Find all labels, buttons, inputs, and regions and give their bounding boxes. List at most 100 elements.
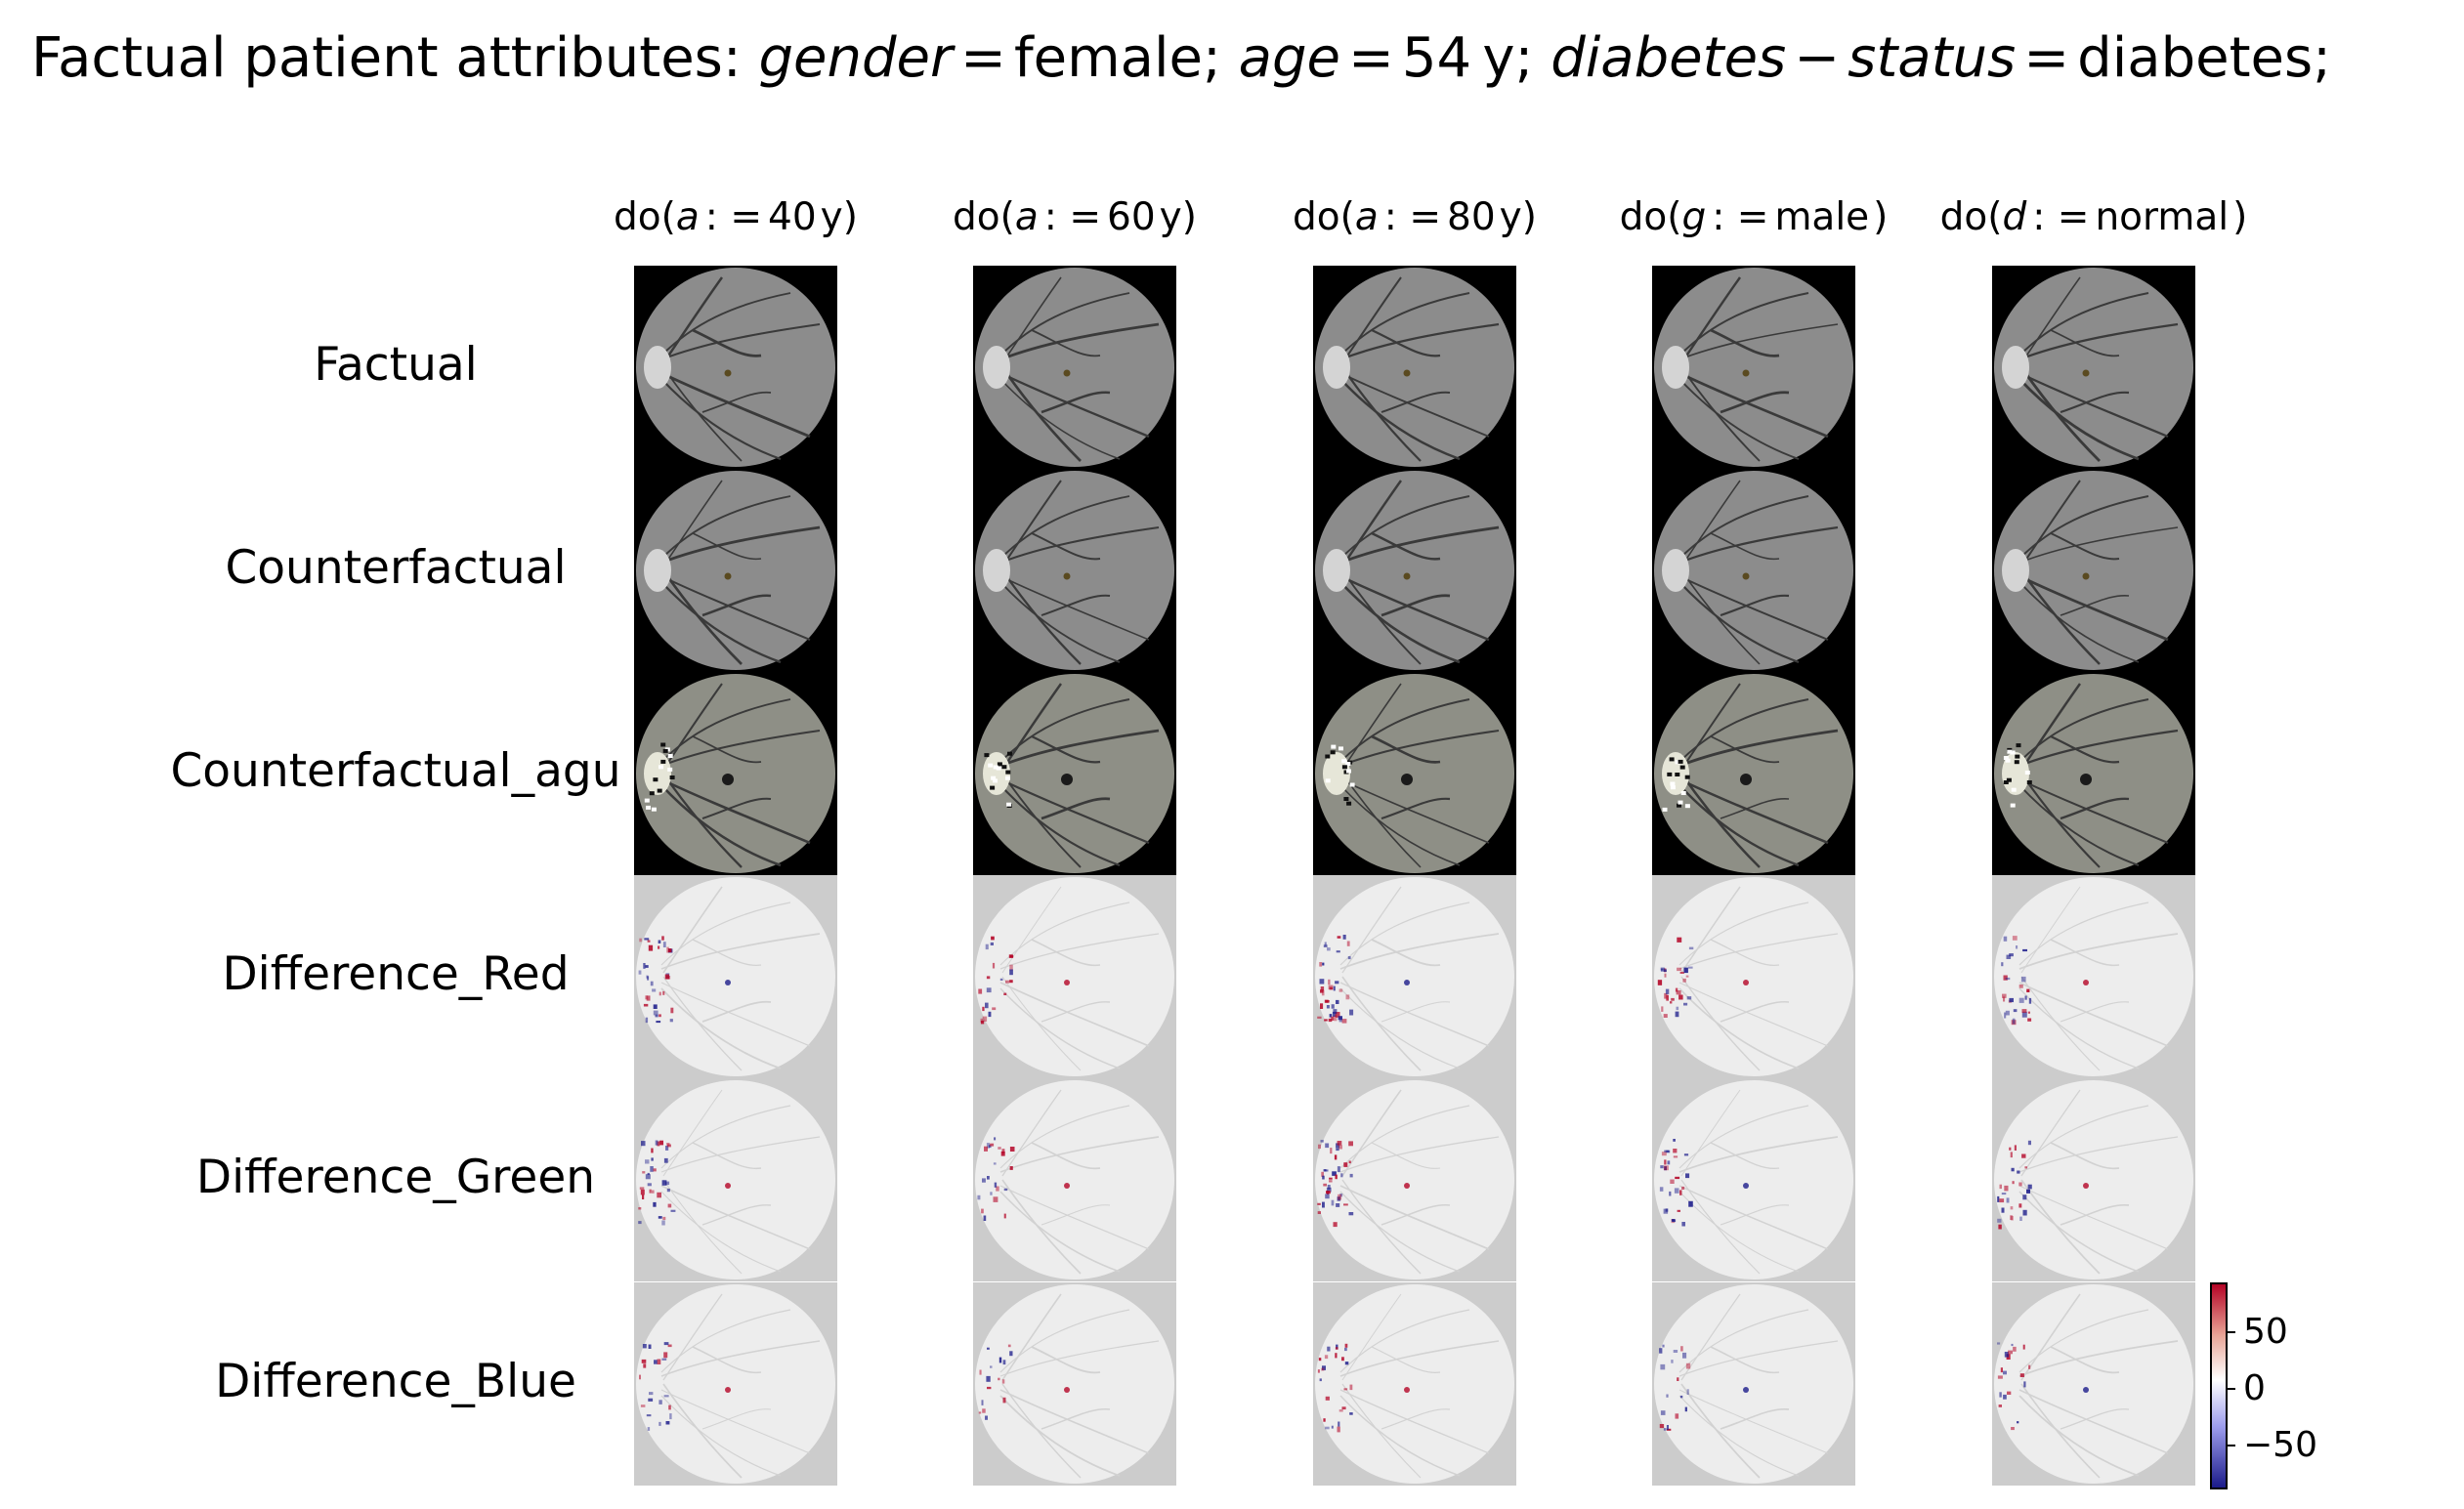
- artifact: [2024, 771, 2030, 775]
- artifact: [658, 765, 663, 770]
- difference-speck: [2019, 1373, 2024, 1377]
- fundus-disc: [1994, 471, 2193, 670]
- fundus-disc: [1315, 268, 1514, 467]
- vessel: [1341, 1089, 1402, 1177]
- difference-speck: [1666, 1394, 1669, 1398]
- vessel: [1678, 933, 1839, 970]
- difference-speck: [2011, 1343, 2014, 1347]
- difference-speck: [1331, 1016, 1335, 1021]
- difference-speck: [1338, 1016, 1342, 1021]
- vessel: [999, 495, 1130, 560]
- vessel: [662, 1089, 723, 1177]
- difference-speck: [1659, 1348, 1663, 1354]
- difference-speck: [1324, 1019, 1328, 1022]
- difference-speck: [1661, 1006, 1664, 1012]
- difference-speck: [994, 1137, 997, 1141]
- difference-speck: [670, 1007, 674, 1014]
- difference-speck: [2017, 1170, 2020, 1174]
- vessel: [1680, 1179, 1761, 1275]
- difference-speck: [657, 1141, 660, 1147]
- difference-speck: [1322, 1175, 1325, 1180]
- difference-speck: [2000, 1367, 2003, 1373]
- difference-speck: [978, 988, 983, 994]
- vessel: [1340, 480, 1402, 567]
- difference-speck: [655, 1014, 658, 1018]
- vessel: [1339, 729, 1500, 767]
- vessel: [1680, 569, 1761, 665]
- macula: [1740, 774, 1752, 785]
- image-cell-r5-c4: [1992, 1282, 2195, 1486]
- fundus-image: [1994, 471, 2193, 670]
- difference-speck: [1682, 978, 1686, 983]
- difference-speck: [2014, 1145, 2017, 1151]
- difference-speck: [638, 1221, 642, 1225]
- difference-map: [1315, 877, 1514, 1076]
- figure-title: Factual patient attributes: gender = femal…: [31, 20, 2331, 98]
- artifact: [1006, 802, 1012, 807]
- difference-speck: [2006, 954, 2012, 959]
- vessel: [1381, 1001, 1451, 1023]
- artifact: [1680, 791, 1686, 795]
- difference-speck: [654, 1360, 658, 1364]
- fundus-image: [1315, 268, 1514, 467]
- difference-speck: [2026, 1189, 2030, 1194]
- fundus-image: [975, 471, 1174, 670]
- vessel: [1720, 391, 1790, 414]
- vessel: [1000, 683, 1062, 771]
- artifact: [653, 777, 658, 782]
- fundus-disc: [636, 674, 835, 873]
- vessel: [1341, 1293, 1402, 1381]
- vessel: [2018, 1340, 2179, 1377]
- difference-speck: [1660, 1363, 1666, 1370]
- difference-speck: [1663, 1428, 1667, 1431]
- vessel: [999, 784, 1121, 866]
- difference-speck: [1328, 979, 1331, 985]
- vessel: [2018, 322, 2179, 361]
- difference-speck: [1009, 955, 1014, 958]
- difference-speck: [1679, 1190, 1682, 1195]
- difference-speck: [1341, 1357, 1344, 1362]
- difference-speck: [1348, 1160, 1351, 1164]
- difference-disc: [975, 1080, 1174, 1279]
- vessel: [2018, 784, 2140, 866]
- title-attr-age-name: age: [1238, 26, 1340, 90]
- artifact: [644, 798, 650, 803]
- difference-disc: [1654, 1284, 1853, 1484]
- difference-speck: [2001, 962, 2004, 967]
- vessel: [1381, 594, 1451, 617]
- row-label-3: Difference_Red: [222, 947, 570, 1001]
- column-header-4: do(d: = normal): [1928, 195, 2260, 239]
- vessel: [1680, 366, 1761, 462]
- difference-disc: [636, 877, 835, 1076]
- difference-speck: [1672, 1219, 1677, 1223]
- vessel: [1339, 1309, 1470, 1373]
- optic-disc: [2002, 549, 2029, 592]
- vessel: [2018, 729, 2179, 768]
- column-header-suffix: ): [1873, 195, 1889, 239]
- vessel: [2020, 976, 2101, 1071]
- difference-speck: [1336, 1148, 1339, 1152]
- column-header-prefix: do(: [614, 195, 676, 239]
- column-header-prefix: do(: [1619, 195, 1682, 239]
- row-label-5: Difference_Blue: [215, 1355, 576, 1408]
- vessel: [1678, 1340, 1839, 1377]
- fundus-disc: [1654, 268, 1853, 467]
- difference-speck: [1335, 1347, 1338, 1350]
- artifact: [984, 753, 990, 758]
- vessel: [2018, 1395, 2140, 1477]
- difference-speck: [1317, 1202, 1321, 1205]
- difference-speck: [1663, 1165, 1669, 1171]
- difference-map: [1654, 1080, 1853, 1279]
- vessel: [1339, 901, 1470, 966]
- artifact: [2007, 749, 2013, 754]
- artifact: [1007, 751, 1012, 756]
- vessel: [1341, 1179, 1422, 1275]
- difference-speck: [645, 1174, 651, 1180]
- difference-speck: [1666, 1428, 1672, 1431]
- vessel: [2060, 391, 2130, 414]
- difference-speck: [1349, 1384, 1353, 1391]
- title-eq-age: =: [1348, 26, 1394, 90]
- artifact: [1341, 759, 1347, 764]
- artifact: [1331, 744, 1337, 749]
- difference-speck: [1344, 1343, 1348, 1348]
